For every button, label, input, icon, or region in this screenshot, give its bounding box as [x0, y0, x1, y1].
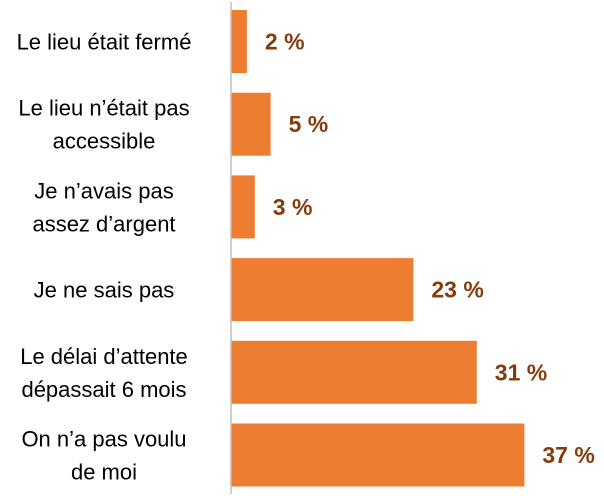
category-label-4: Le délai d’attente dépassait 6 mois	[20, 344, 188, 402]
bar-5	[231, 423, 525, 487]
category-label-3: Je ne sais pas	[34, 278, 175, 303]
bar-0	[231, 10, 247, 73]
value-label-3: 23 %	[431, 277, 483, 303]
category-labels-group: Le lieu était fermé Le lieu n’était pas ac…	[17, 30, 192, 485]
category-label-0: Le lieu était fermé	[17, 30, 192, 55]
bar-4	[231, 340, 477, 404]
category-label-2: Je n’avais pas assez d’argent	[32, 178, 175, 236]
value-labels-group: 2 % 5 % 3 % 23 % 31 % 37 %	[265, 29, 595, 469]
bar-3	[231, 258, 414, 322]
category-label-1: Le lieu n’était pas accessible	[18, 96, 189, 154]
value-label-4: 31 %	[495, 359, 547, 385]
value-label-1: 5 %	[289, 111, 329, 137]
bar-2	[231, 175, 255, 239]
category-label-5: On n’a pas voulu de moi	[21, 427, 186, 485]
value-label-2: 3 %	[273, 194, 313, 220]
value-label-5: 37 %	[542, 442, 594, 468]
bars-group	[231, 10, 525, 487]
value-label-0: 2 %	[265, 29, 305, 55]
bar-1	[231, 92, 271, 156]
